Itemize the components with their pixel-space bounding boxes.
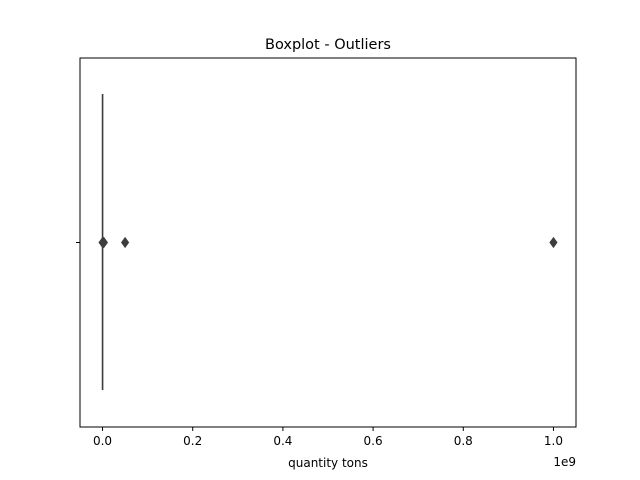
x-axis-offset-label: 1e9 [553, 455, 576, 469]
plot-area [98, 94, 558, 390]
plot-frame [79, 57, 577, 428]
x-tick-label: 1.0 [544, 434, 563, 448]
outlier-point [549, 236, 558, 249]
x-tick-label: 0.6 [364, 434, 383, 448]
chart-title: Boxplot - Outliers [265, 37, 391, 53]
outlier-point [120, 236, 130, 249]
x-tick-label: 0.8 [454, 434, 473, 448]
x-tick-label: 0.4 [273, 434, 292, 448]
x-axis-label: quantity tons [288, 456, 368, 470]
x-axis: 0.0 0.2 0.4 0.6 0.8 1.0 [93, 427, 563, 448]
x-tick-label: 0.2 [183, 434, 202, 448]
x-tick-label: 0.0 [93, 434, 112, 448]
outlier-point [99, 236, 108, 249]
